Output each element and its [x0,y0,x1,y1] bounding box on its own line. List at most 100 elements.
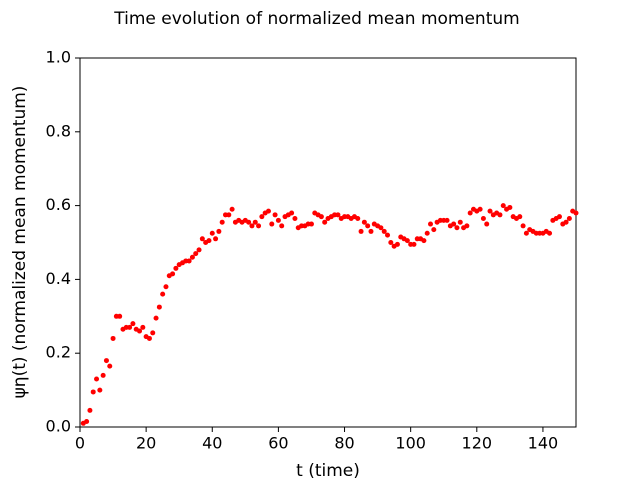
point [507,204,513,210]
point [186,258,192,264]
point [213,236,219,242]
point [487,208,493,214]
point [110,335,116,341]
plot-frame [79,57,577,428]
point [523,230,529,236]
point [444,217,450,223]
point [411,241,417,247]
y-tick-label: 0.2 [46,343,71,362]
point [209,230,215,236]
x-tick-label: 0 [75,434,85,453]
point [256,223,262,229]
point [365,223,371,229]
point [229,206,235,212]
point [87,407,93,413]
y-tick-label: 0.0 [46,417,71,436]
point [454,225,460,231]
x-tick-label: 60 [268,434,288,453]
point [140,324,146,330]
point [226,212,232,218]
point [163,284,169,290]
point [467,210,473,216]
point [451,221,457,227]
point [173,265,179,271]
point [388,240,394,245]
y-tick-label: 1.0 [46,48,71,67]
x-tick-label: 140 [528,434,559,453]
point [477,206,483,212]
point [219,219,225,225]
point [378,225,384,231]
point [335,212,341,218]
point [361,219,367,225]
point [394,241,400,247]
point [100,372,106,378]
point [153,315,159,321]
point [368,228,374,234]
point [206,238,212,244]
point [484,221,490,227]
point [94,376,100,382]
point [130,321,136,327]
point [292,216,298,222]
point [500,203,506,209]
point [216,228,222,234]
point [381,228,387,234]
point [355,216,361,222]
point [520,223,526,229]
point [318,214,324,220]
point [127,324,133,330]
point [480,216,486,222]
point [289,210,295,216]
x-axis-label: t (time) [296,461,360,480]
point [421,238,427,244]
point [517,214,523,220]
point [428,221,434,227]
y-axis-label: ψη(t) (normalized mean momentum) [10,86,30,399]
point [103,358,109,364]
chart-title: Time evolution of normalized mean moment… [113,9,519,29]
point [322,219,328,225]
point [265,208,271,214]
point [279,223,285,229]
point [170,271,176,277]
point [566,216,572,222]
point [146,335,152,341]
point [189,254,195,260]
y-tick-label: 0.6 [46,195,71,214]
point [385,232,391,238]
point [424,230,430,236]
x-tick-label: 20 [136,434,156,453]
point [275,217,281,223]
point [457,219,463,225]
y-tick-label: 0.4 [46,269,71,288]
point [272,212,278,218]
point [117,313,123,319]
x-tick-label: 80 [334,434,354,453]
point [160,291,166,297]
x-tick-label: 120 [462,434,493,453]
point [497,212,503,218]
y-tick-label: 0.8 [46,121,71,140]
point [556,214,562,220]
point [573,210,579,216]
point [259,214,265,220]
point [358,228,364,234]
point [464,223,470,229]
point [431,227,437,233]
point [269,221,275,227]
point [156,304,162,310]
point [252,219,258,225]
point [196,247,202,253]
point [84,418,90,424]
point [249,223,255,229]
point [150,330,156,336]
point [137,328,143,334]
point [199,236,205,242]
point [107,363,113,369]
point [563,219,569,225]
x-tick-label: 40 [202,434,222,453]
point [193,251,199,257]
